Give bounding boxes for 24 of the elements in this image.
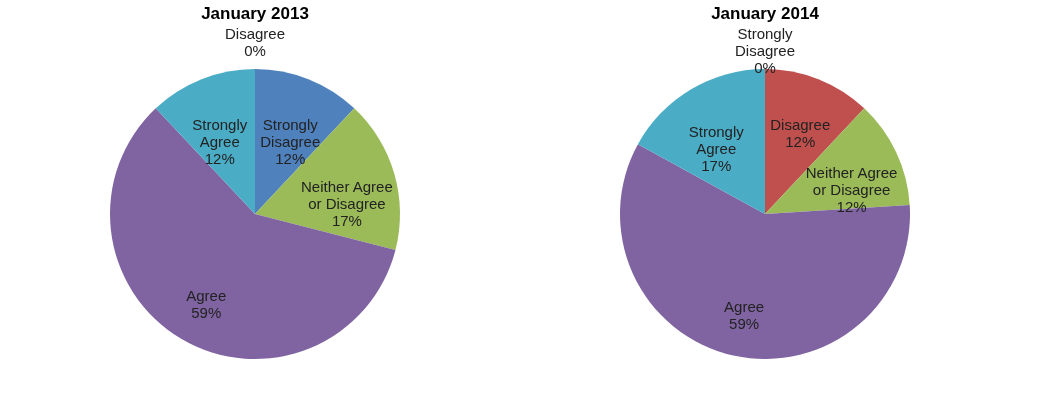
data-label: 59% (191, 304, 222, 322)
data-label: 59% (729, 315, 760, 333)
pie-slice (255, 108, 400, 251)
category-label: Disagree (224, 25, 286, 42)
pie-slice (110, 108, 396, 359)
data-label: 17% (701, 156, 732, 174)
chart-title: January 2013 (201, 4, 309, 23)
data-label: 12% (204, 150, 235, 168)
slice-label: Disagree (734, 42, 796, 59)
slice-label: Strongly Agree (688, 122, 745, 157)
pie-slice (155, 69, 255, 214)
data-label: 17% (331, 212, 362, 230)
slice-label: Disagree (770, 116, 831, 134)
slice-label: Neither Agree or Disagree (301, 178, 393, 213)
data-label: 12% (785, 133, 816, 151)
text: 0% (244, 42, 266, 59)
slice-label: Agree (724, 298, 765, 316)
data-label: 12% (275, 150, 306, 168)
category-label: Strongly (737, 25, 793, 42)
slice-label: Agree (186, 287, 227, 305)
slice-label: Neither Agree or Disagree (805, 164, 898, 199)
slice-label: Strongly Disagree (260, 116, 321, 151)
chart-title: January 2014 (711, 4, 820, 23)
slice-label: Strongly Agree (192, 116, 248, 151)
